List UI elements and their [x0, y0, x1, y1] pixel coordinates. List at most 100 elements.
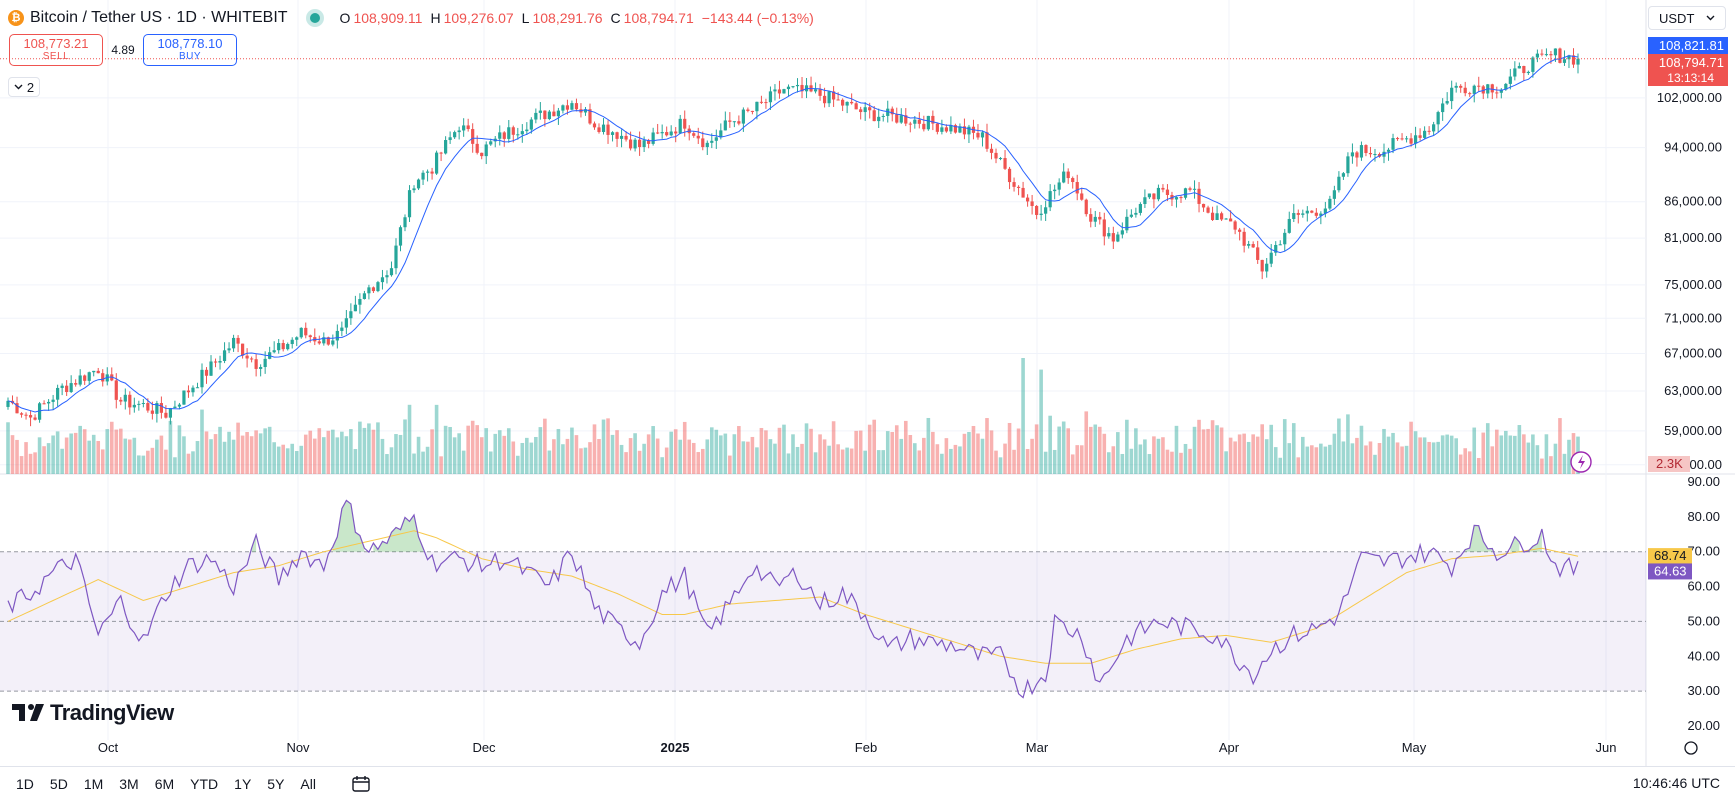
symbol-title[interactable]: Bitcoin / Tether US · 1D · WHITEBIT: [30, 9, 288, 26]
volume-bar: [285, 448, 290, 474]
candle-body: [19, 413, 24, 415]
candle: [1039, 204, 1043, 221]
candle-body: [1125, 216, 1129, 231]
candle: [209, 355, 213, 376]
quick-trade: 108,773.21 SELL 4.89 108,778.10 BUY: [9, 34, 237, 66]
candle-body: [475, 143, 479, 153]
volume-bar: [1233, 441, 1237, 474]
timeframe-1y[interactable]: 1Y: [234, 776, 252, 792]
volume-bar: [1296, 457, 1301, 474]
candle: [281, 339, 285, 352]
candle-body: [367, 287, 371, 294]
candle: [123, 388, 127, 410]
candle: [1346, 152, 1350, 177]
volume-bar: [1111, 446, 1116, 474]
candle-body: [304, 327, 308, 336]
candle: [308, 334, 312, 343]
candle-body: [299, 327, 303, 338]
rsi-axis-label: 50.00: [1687, 613, 1720, 628]
candle-body: [1368, 153, 1373, 155]
price-axis-label: 59,000.00: [1664, 423, 1722, 438]
volume-bar: [452, 437, 457, 474]
volume-bar: [1553, 443, 1558, 474]
volume-bar: [353, 449, 358, 474]
candle: [678, 114, 682, 135]
volume-bar: [64, 437, 69, 474]
calendar-range-icon[interactable]: [350, 775, 372, 793]
candle-body: [904, 115, 908, 124]
candle: [1445, 92, 1449, 105]
open-value: 108,909.11: [353, 10, 423, 26]
volume-bar: [976, 433, 980, 474]
candle-body: [92, 370, 96, 373]
candle-body: [958, 126, 962, 133]
indicators-toggle-button[interactable]: 2: [8, 77, 40, 97]
candle: [705, 140, 709, 156]
volume-bar: [1526, 442, 1531, 474]
volume-bar: [376, 422, 380, 474]
volume-bar: [1494, 429, 1499, 474]
volume-bar: [42, 446, 46, 474]
volume-bar: [1003, 443, 1007, 474]
timeframe-5d[interactable]: 5D: [49, 776, 68, 792]
volume-bar: [1210, 420, 1215, 474]
candle-body: [132, 404, 136, 408]
candle: [173, 400, 177, 409]
candle: [353, 295, 357, 312]
candle-body: [286, 344, 290, 350]
buy-button[interactable]: 108,778.10 BUY: [143, 34, 237, 66]
volume-bar: [1522, 434, 1526, 474]
timeframe-1d[interactable]: 1D: [16, 776, 34, 792]
timeframe-3m[interactable]: 3M: [119, 776, 139, 792]
candle: [841, 98, 845, 112]
timeframe-6m[interactable]: 6M: [154, 776, 175, 792]
volume-bar: [1057, 426, 1061, 474]
candle: [484, 141, 488, 165]
volume-bar: [263, 428, 267, 474]
candle-body: [1021, 187, 1025, 198]
candle: [1296, 209, 1300, 224]
candle: [1368, 146, 1373, 158]
volume-bar: [1463, 448, 1468, 474]
volume-bar: [1048, 415, 1052, 474]
volume-bar: [1034, 424, 1039, 474]
volume-tag-text: 2.3K: [1656, 456, 1683, 471]
timeframe-ytd[interactable]: YTD: [190, 776, 219, 792]
settings-gear-icon[interactable]: [1684, 741, 1698, 755]
timeframe-1m[interactable]: 1M: [83, 776, 104, 792]
candle: [317, 335, 321, 345]
candle-body: [683, 118, 687, 129]
candle: [1305, 206, 1309, 222]
candle: [881, 113, 885, 122]
candle-body: [931, 115, 935, 124]
volume-bar: [1134, 428, 1138, 474]
tradingview-logo[interactable]: TradingView: [12, 700, 174, 726]
candle-body: [425, 171, 430, 173]
candle: [750, 110, 754, 115]
timeframe-all[interactable]: All: [300, 776, 316, 792]
candle-body: [1364, 145, 1368, 154]
candle-body: [1301, 213, 1305, 215]
volume-bar: [1215, 425, 1219, 474]
candle: [439, 151, 443, 162]
candle: [1071, 176, 1075, 189]
candle-body: [1233, 221, 1237, 230]
rsi-tag: [1648, 563, 1692, 580]
candle-body: [195, 387, 200, 389]
candle: [656, 123, 660, 135]
sell-button[interactable]: 108,773.21 SELL: [9, 34, 103, 66]
candle-body: [755, 101, 759, 112]
volume-bar: [876, 450, 881, 474]
candle: [236, 335, 240, 353]
candle-body: [746, 109, 750, 111]
candle: [1341, 171, 1346, 180]
volume-bar: [1431, 442, 1436, 474]
volume-bar: [931, 431, 935, 474]
currency-select[interactable]: USDT: [1648, 6, 1726, 30]
timeframe-5y[interactable]: 5Y: [267, 776, 285, 792]
candle-body: [1418, 135, 1422, 138]
candle-body: [1522, 66, 1526, 74]
volume-bar: [1273, 447, 1278, 474]
volume-bar: [1278, 457, 1283, 474]
